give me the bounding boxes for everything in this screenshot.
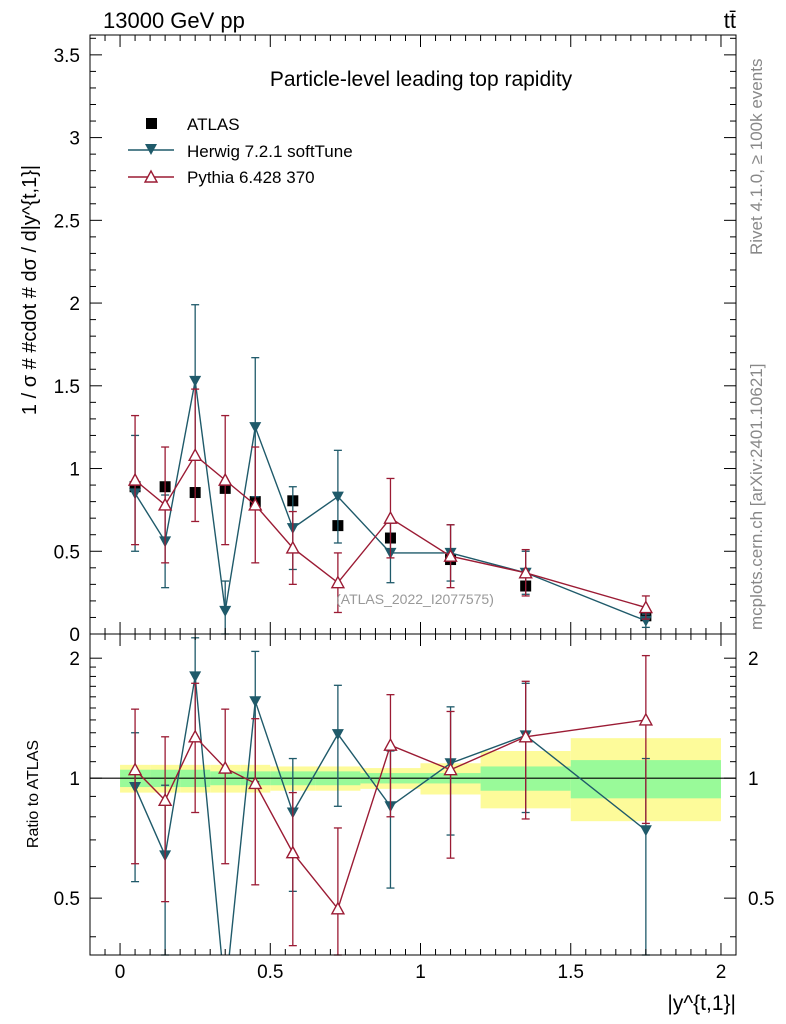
ratio-panel: 0.5 0.5 1 1 2 2 0 0.5 1 1.5 2 Ratio to ATLAS |y^{… [25, 633, 774, 1015]
ratio-y-axis: 0.5 0.5 1 1 2 2 [54, 649, 774, 938]
herwig-ratio-point [249, 696, 262, 708]
pythia-main-point [443, 548, 458, 562]
pythia-ratio-error-bar [131, 708, 140, 865]
pythia-ratio-error-bar [288, 791, 297, 947]
pythia-ratio-error-bar [641, 654, 650, 825]
x-tick-label: 0.5 [257, 962, 283, 983]
pythia-ratio-point [443, 762, 458, 776]
pythia-ratio-error-bar [221, 708, 230, 865]
pythia-ratio-point [518, 729, 533, 743]
herwig-ratio-point [189, 671, 202, 683]
herwig-ratio-error-bar [333, 684, 342, 807]
pythia-ratio-point [218, 760, 233, 774]
pythia-ratio-error-bar [251, 718, 260, 886]
pythia-main-point [518, 565, 533, 579]
legend-label-atlas: ATLAS [187, 115, 240, 134]
herwig-ratio-point [331, 729, 344, 741]
herwig-main-point [189, 375, 202, 387]
ratio-y-axis-label: Ratio to ATLAS [25, 740, 42, 848]
pythia-main-point [218, 472, 233, 486]
x-tick-label: 0 [115, 962, 126, 983]
pythia-ratio-error-bar [333, 827, 342, 956]
herwig-main-point [249, 422, 262, 434]
pythia-ratio-point [157, 792, 173, 806]
main-y-axis: 0.5 1 1.5 2 2.5 3 3.5 [54, 37, 736, 618]
main-y-tick-label: 2.5 [54, 211, 80, 232]
main-y-tick-label: 1 [69, 460, 80, 481]
legend-marker-pythia [143, 169, 159, 183]
pythia-ratio-point [638, 712, 654, 726]
legend-label-pythia: Pythia 6.428 370 [187, 168, 315, 187]
pythia-main-point [127, 472, 143, 486]
pythia-main-point [383, 510, 398, 524]
herwig-main-point [219, 605, 232, 617]
header-process-label: tt̄ [724, 8, 736, 33]
pythia-main-point [248, 497, 263, 511]
pythia-ratio-point [330, 901, 346, 915]
pythia-ratio-error-bar [191, 682, 200, 814]
x-tick-label: 1.5 [558, 962, 584, 983]
legend-label-herwig: Herwig 7.2.1 softTune [187, 142, 353, 161]
herwig-main-point [331, 491, 344, 503]
pythia-ratio-error-bar [521, 680, 530, 820]
main-y-axis-label: 1 / σ # #cdot # dσ / d|y^{t,1}| [19, 165, 41, 415]
header-energy-label: 13000 GeV pp [103, 8, 245, 33]
rivet-version-label: Rivet 4.1.0, ≥ 100k events [747, 59, 766, 255]
pythia-ratio-point [285, 845, 300, 859]
pythia-main-point [157, 497, 173, 511]
pythia-ratio-point [187, 729, 203, 743]
x-axis-label: |y^{t,1}| [667, 992, 736, 1015]
x-tick-label: 2 [716, 962, 727, 983]
pythia-ratio-error-bar [161, 736, 170, 903]
ratio-panel-frame [89, 633, 737, 956]
ratio-y-tick-label: 2 [69, 649, 80, 670]
pythia-main-point [330, 575, 346, 589]
pythia-ratio-error-bar [446, 710, 455, 859]
legend-marker-herwig [145, 144, 157, 155]
main-x-ticks [104, 35, 722, 634]
main-y-tick-zero: 0 [69, 625, 80, 646]
ratio-y-tick-label-right: 1 [748, 769, 759, 790]
ratio-y-tick-label: 0.5 [54, 889, 80, 910]
ratio-y-tick-label-right: 0.5 [748, 889, 774, 910]
pythia-ratio-point [127, 762, 143, 776]
herwig-ratio-point [639, 825, 652, 837]
ratio-y-tick-label: 1 [69, 769, 80, 790]
pythia-ratio-error-bar [386, 694, 395, 818]
legend-marker-atlas [146, 118, 157, 129]
main-y-tick-label: 3.5 [54, 46, 80, 67]
pythia-main-point [285, 540, 300, 554]
legend: ATLAS Herwig 7.2.1 softTune Pythia 6.428… [128, 115, 353, 187]
ratio-uncertainty-bands [90, 738, 736, 822]
main-plot-area [127, 304, 654, 635]
main-chart-title: Particle-level leading top rapidity [270, 68, 573, 91]
pythia-ratio-point [248, 775, 263, 790]
ratio-y-tick-label-right: 2 [748, 649, 759, 670]
main-y-tick-label: 2 [69, 294, 80, 315]
main-panel: 0.5 1 1.5 2 2.5 3 3.5 Particle-level leading t… [19, 34, 737, 646]
main-y-tick-label: 0.5 [54, 542, 80, 563]
pythia-main-point [638, 600, 654, 614]
mcplots-source-label: mcplots.cern.ch [arXiv:2401.10621] [747, 364, 766, 630]
pythia-ratio-point [383, 737, 398, 751]
pythia-main-point [187, 447, 203, 461]
ratio-plot-area [127, 637, 654, 956]
analysis-watermark: (ATLAS_2022_I2077575) [336, 591, 494, 607]
main-y-tick-label: 3 [69, 129, 80, 150]
main-y-tick-label: 1.5 [54, 377, 80, 398]
x-tick-label: 1 [415, 962, 426, 983]
ratio-x-axis: 0 0.5 1 1.5 2 [104, 634, 727, 983]
